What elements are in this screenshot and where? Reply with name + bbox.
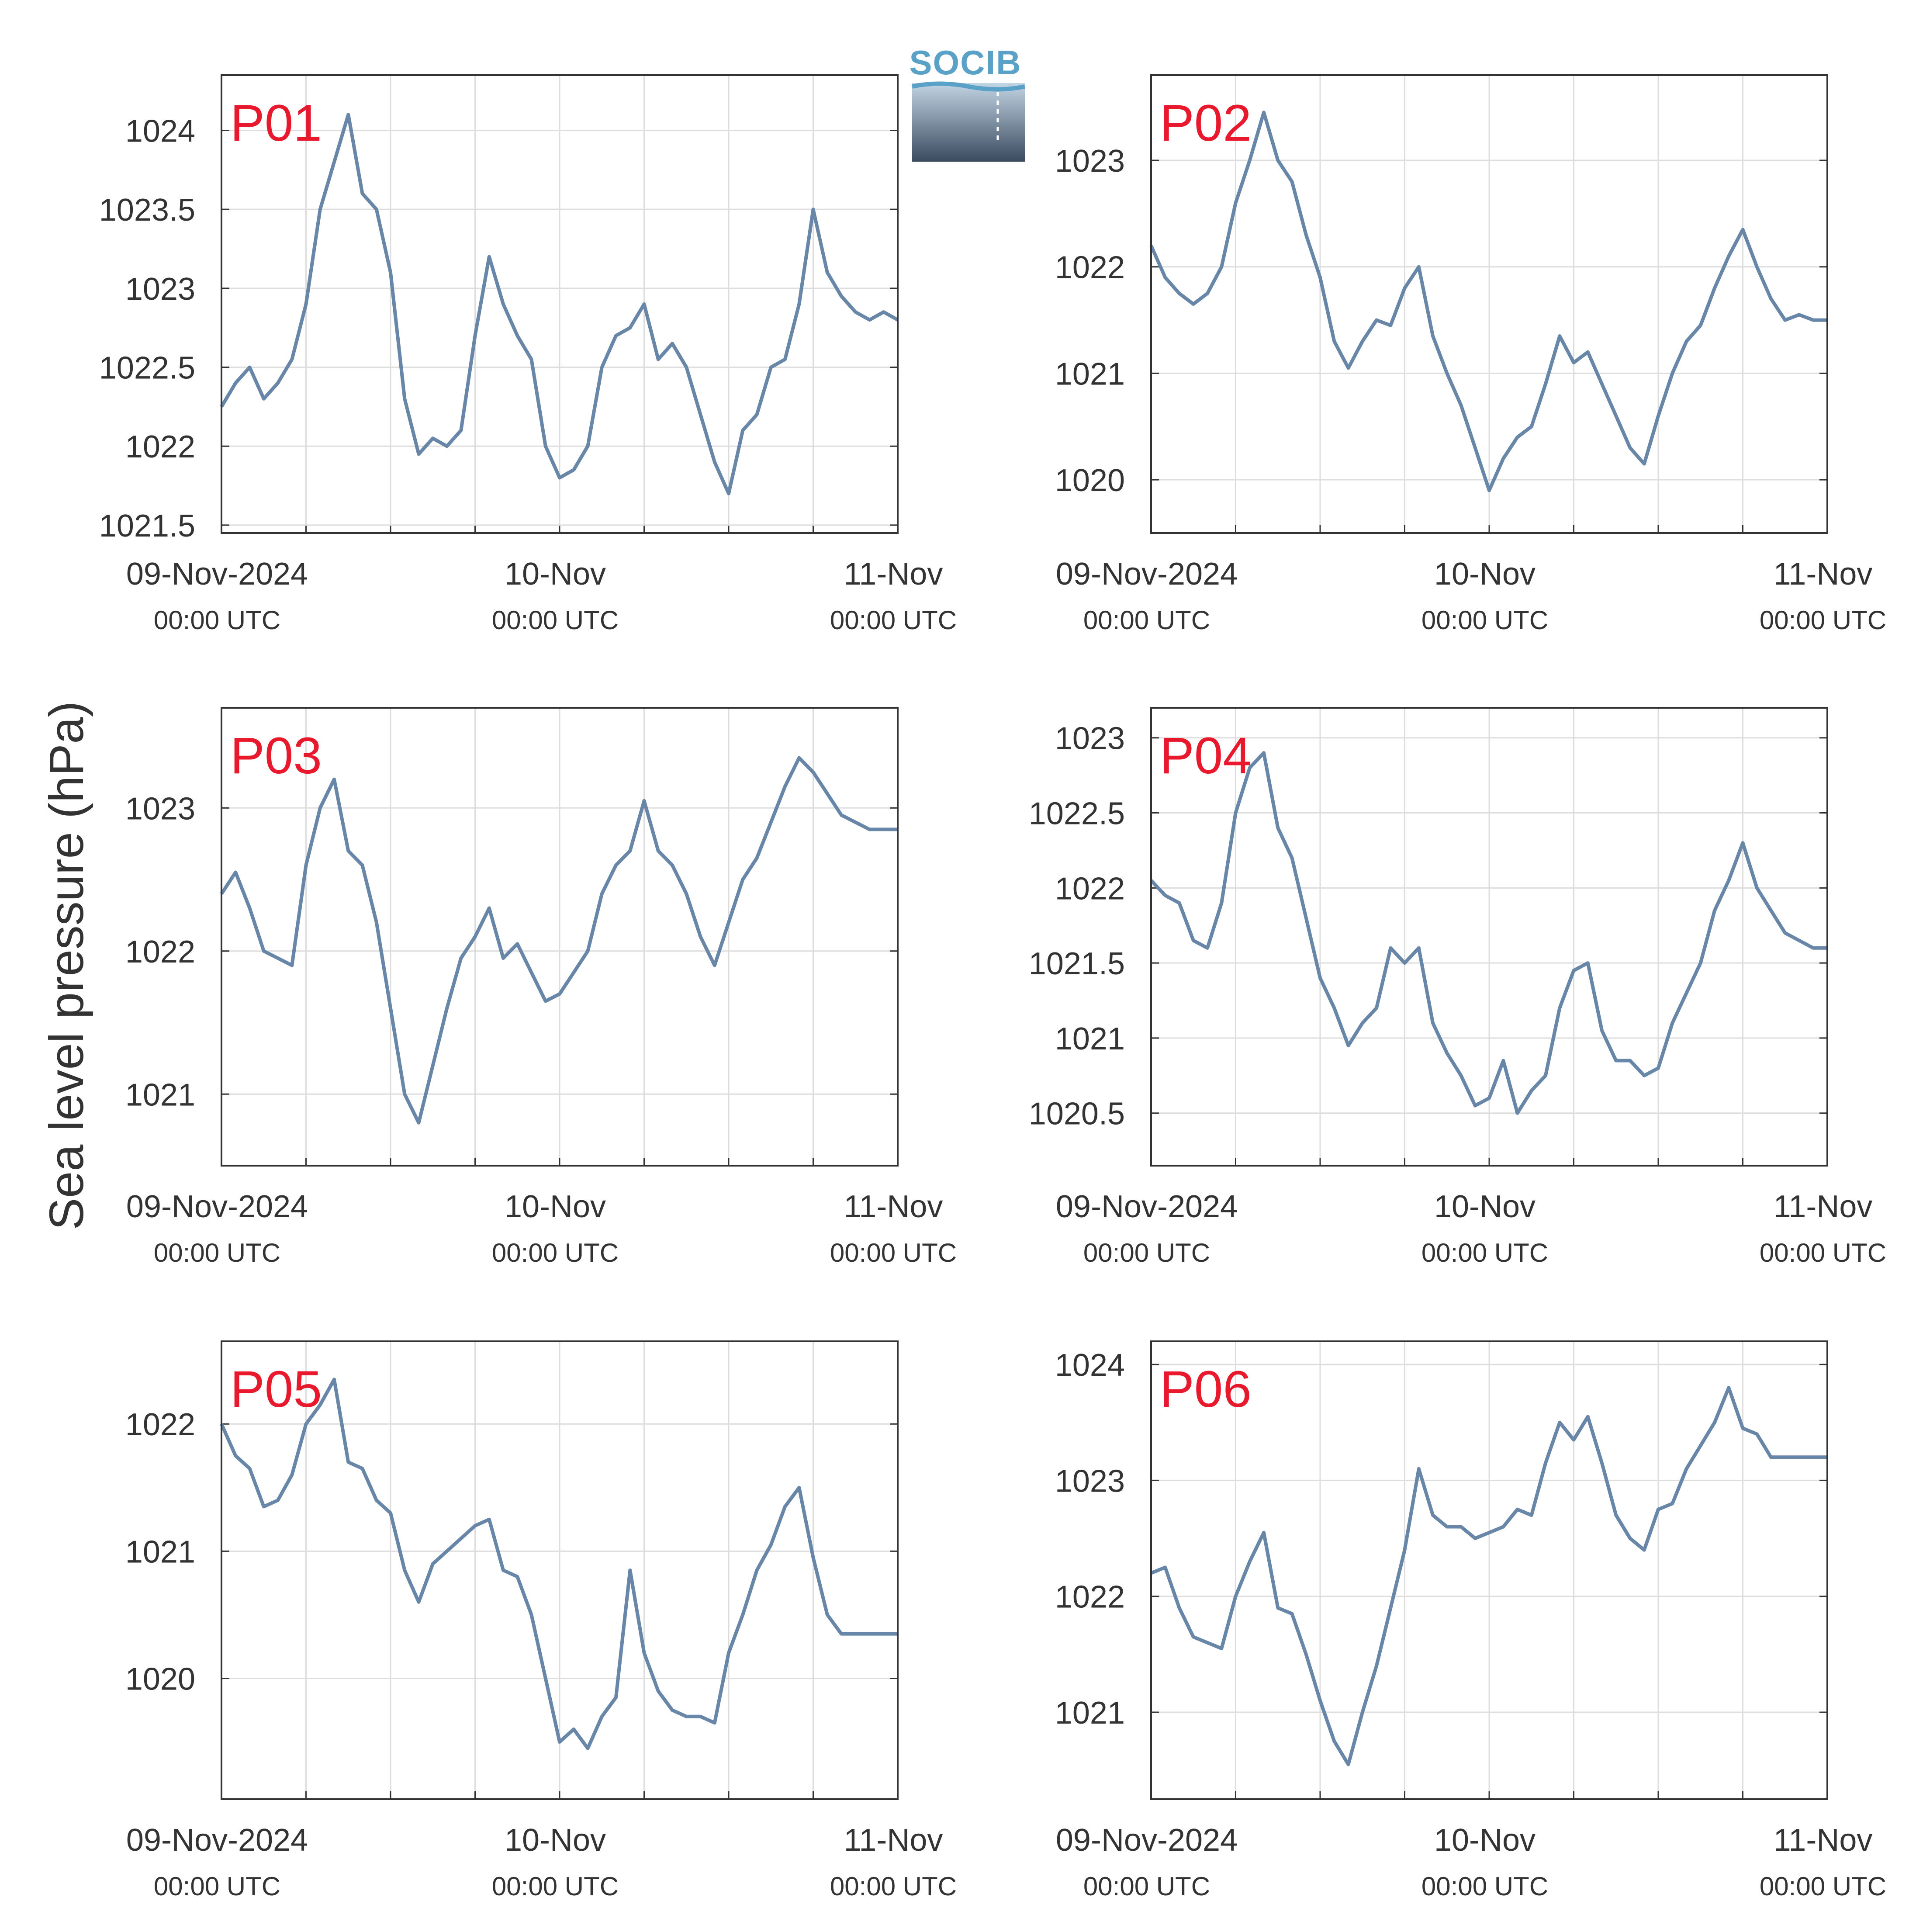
y-axis-label: Sea level pressure (hPa) — [40, 701, 93, 1230]
x-tick-label: 09-Nov-2024 — [1056, 1189, 1238, 1224]
x-tick-sublabel: 00:00 UTC — [830, 1238, 957, 1267]
x-tick-sublabel: 00:00 UTC — [492, 1238, 619, 1267]
series-line — [220, 1378, 898, 1750]
series-line — [1149, 111, 1827, 492]
panel-label: P02 — [1160, 94, 1252, 152]
y-tick-label: 1023.5 — [99, 193, 195, 228]
panel-p06: 1021 1022 1023 1024 09-Nov-2024 00:00 UTC 10-N… — [1055, 1340, 1886, 1901]
y-tick-label: 1022 — [125, 429, 195, 464]
y-tick-label: 1021 — [1055, 357, 1125, 391]
panel-p02: 1020 1021 1022 1023 09-Nov-2024 00:00 UTC 10-N… — [1055, 74, 1886, 635]
plot-frame — [1150, 1340, 1828, 1800]
plot-frame — [221, 707, 899, 1167]
panel-label: P05 — [230, 1361, 322, 1418]
x-tick-label: 09-Nov-2024 — [126, 557, 308, 592]
socib-logo-block — [912, 83, 1025, 162]
x-tick-label: 11-Nov — [844, 1823, 943, 1858]
x-tick-sublabel: 00:00 UTC — [1083, 606, 1210, 635]
panel-label: P04 — [1160, 727, 1252, 785]
x-tick-label: 11-Nov — [1774, 1823, 1873, 1858]
y-tick-label: 1020 — [125, 1662, 195, 1697]
x-tick-label: 10-Nov — [505, 557, 606, 592]
plot-frame — [1150, 74, 1828, 534]
series-line — [1150, 751, 1827, 1115]
y-tick-label: 1021 — [1055, 1696, 1125, 1731]
x-tick-sublabel: 00:00 UTC — [154, 1238, 280, 1267]
socib-logo-text: SOCIB — [909, 43, 1021, 82]
x-tick-label: 09-Nov-2024 — [1056, 557, 1238, 592]
panel-p04: 1020.5 1021 1021.5 1022 1022.5 1023 09-Nov-202… — [1029, 707, 1886, 1267]
x-tick-label: 10-Nov — [1434, 1823, 1536, 1858]
plot-frame — [221, 1340, 899, 1800]
plot-frame — [1150, 707, 1828, 1167]
y-tick-label: 1021 — [125, 1077, 195, 1112]
panel-p03: 1021 1022 1023 09-Nov-2024 00:00 UTC 10-Nov 00… — [125, 707, 957, 1267]
x-tick-sublabel: 00:00 UTC — [492, 606, 619, 635]
y-tick-label: 1023 — [1055, 1464, 1125, 1499]
series-line — [220, 756, 898, 1125]
x-tick-sublabel: 00:00 UTC — [830, 1872, 957, 1901]
y-tick-label: 1022 — [1055, 871, 1125, 906]
y-tick-label: 1021.5 — [1029, 946, 1125, 981]
x-tick-sublabel: 00:00 UTC — [830, 606, 957, 635]
x-tick-label: 10-Nov — [505, 1823, 606, 1858]
series-line — [220, 113, 899, 495]
y-tick-label: 1024 — [125, 114, 195, 149]
y-tick-label: 1023 — [125, 272, 195, 307]
y-tick-label: 1022.5 — [1029, 796, 1125, 831]
x-tick-sublabel: 00:00 UTC — [1421, 1872, 1548, 1901]
plot-frame — [221, 74, 899, 534]
x-tick-label: 11-Nov — [1774, 1189, 1873, 1224]
socib-logo: SOCIB — [909, 43, 1026, 162]
panels: 1021.5 1022 1022.5 1023 1023.5 1024 09-Nov-202… — [99, 74, 1886, 1901]
y-tick-label: 1020 — [1055, 463, 1125, 498]
x-tick-sublabel: 00:00 UTC — [1421, 1238, 1548, 1267]
panel-label: P03 — [230, 727, 322, 785]
x-tick-label: 09-Nov-2024 — [1056, 1823, 1238, 1858]
y-tick-label: 1021.5 — [99, 509, 195, 544]
y-tick-label: 1023 — [1055, 144, 1125, 179]
x-tick-label: 11-Nov — [844, 557, 943, 592]
y-tick-label: 1022 — [1055, 1580, 1125, 1615]
x-tick-sublabel: 00:00 UTC — [1083, 1872, 1210, 1901]
x-tick-label: 11-Nov — [844, 1189, 943, 1224]
panel-p01: 1021.5 1022 1022.5 1023 1023.5 1024 09-Nov-202… — [99, 74, 957, 635]
x-tick-sublabel: 00:00 UTC — [1760, 1238, 1886, 1267]
panel-label: P06 — [1160, 1361, 1252, 1418]
y-tick-label: 1023 — [125, 791, 195, 826]
y-tick-label: 1020.5 — [1029, 1097, 1125, 1132]
x-tick-label: 10-Nov — [1434, 1189, 1536, 1224]
x-tick-sublabel: 00:00 UTC — [154, 606, 280, 635]
y-tick-label: 1022 — [125, 1407, 195, 1442]
y-tick-label: 1022 — [125, 935, 195, 969]
y-tick-label: 1023 — [1055, 721, 1125, 756]
x-tick-sublabel: 00:00 UTC — [1083, 1238, 1210, 1267]
y-tick-label: 1022.5 — [99, 351, 195, 386]
panel-p05: 1020 1021 1022 09-Nov-2024 00:00 UTC 10-Nov 00… — [125, 1340, 957, 1901]
x-tick-sublabel: 00:00 UTC — [1760, 606, 1886, 635]
series-line — [1150, 1386, 1827, 1766]
socib-logo-wave — [911, 81, 1026, 92]
y-tick-label: 1022 — [1055, 250, 1125, 285]
x-tick-label: 11-Nov — [1774, 557, 1873, 592]
x-tick-label: 10-Nov — [1434, 557, 1536, 592]
x-tick-sublabel: 00:00 UTC — [492, 1872, 619, 1901]
x-tick-sublabel: 00:00 UTC — [1421, 606, 1548, 635]
x-tick-sublabel: 00:00 UTC — [154, 1872, 280, 1901]
y-tick-label: 1021 — [1055, 1021, 1125, 1056]
x-tick-label: 10-Nov — [505, 1189, 606, 1224]
y-tick-label: 1021 — [125, 1534, 195, 1569]
y-tick-label: 1024 — [1055, 1348, 1125, 1383]
x-tick-sublabel: 00:00 UTC — [1760, 1872, 1886, 1901]
x-tick-label: 09-Nov-2024 — [126, 1823, 308, 1858]
panel-label: P01 — [230, 94, 322, 152]
x-tick-label: 09-Nov-2024 — [126, 1189, 308, 1224]
